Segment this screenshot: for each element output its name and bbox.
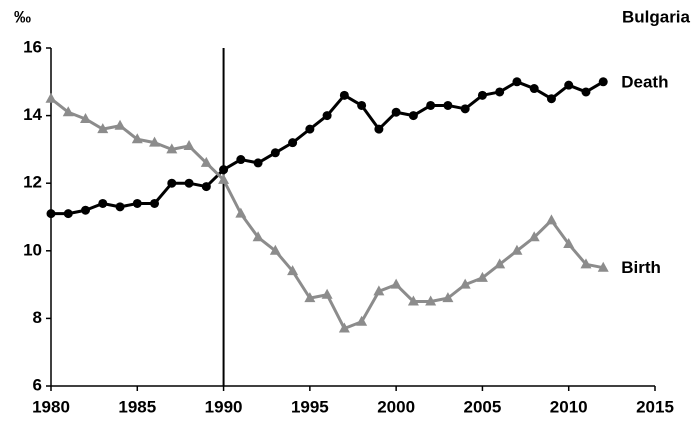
x-tick-label: 1985 xyxy=(118,397,156,416)
data-point xyxy=(581,87,591,97)
data-point xyxy=(235,207,247,218)
data-point xyxy=(338,322,350,333)
data-point xyxy=(200,156,212,167)
data-point xyxy=(46,209,56,219)
data-point xyxy=(184,178,194,188)
data-point xyxy=(288,138,298,148)
data-point xyxy=(321,288,333,299)
data-point xyxy=(425,295,437,306)
data-point xyxy=(477,90,487,100)
data-point xyxy=(580,258,592,269)
x-tick-label: 1980 xyxy=(32,397,70,416)
x-tick-label: 2010 xyxy=(550,397,588,416)
data-point xyxy=(511,244,523,255)
data-point xyxy=(62,106,74,117)
x-tick-label: 1990 xyxy=(205,397,243,416)
data-point xyxy=(495,87,505,97)
data-point xyxy=(529,84,539,94)
data-point xyxy=(564,80,574,90)
data-point xyxy=(80,112,92,123)
data-point xyxy=(545,214,557,225)
data-point xyxy=(149,136,161,147)
data-point xyxy=(443,100,453,110)
data-point xyxy=(563,238,575,249)
series-label: Death xyxy=(621,72,668,91)
data-point xyxy=(597,261,609,272)
data-point xyxy=(494,258,506,269)
data-point xyxy=(63,209,73,219)
data-point xyxy=(132,198,142,208)
x-tick-label: 2015 xyxy=(636,397,674,416)
data-point xyxy=(287,265,299,276)
y-tick-label: 12 xyxy=(23,173,42,192)
data-point xyxy=(442,292,454,303)
y-tick-label: 8 xyxy=(33,308,42,327)
data-point xyxy=(166,143,178,154)
data-point xyxy=(45,92,57,103)
data-point xyxy=(356,315,368,326)
data-point xyxy=(305,124,315,134)
data-point xyxy=(201,182,211,192)
data-point xyxy=(460,104,470,114)
data-point xyxy=(408,111,418,121)
data-point xyxy=(546,94,556,104)
x-tick-label: 2005 xyxy=(464,397,502,416)
data-point xyxy=(183,140,195,151)
data-point xyxy=(390,278,402,289)
data-point xyxy=(218,173,230,184)
data-point xyxy=(459,278,471,289)
data-point xyxy=(407,295,419,306)
data-point xyxy=(512,77,522,87)
y-tick-label: 14 xyxy=(23,105,42,124)
x-tick-label: 1995 xyxy=(291,397,329,416)
y-tick-label: 6 xyxy=(33,375,42,394)
y-axis-label: ‰ xyxy=(14,7,31,26)
data-point xyxy=(528,231,540,242)
data-point xyxy=(391,107,401,117)
x-tick-label: 2000 xyxy=(377,397,415,416)
data-point xyxy=(339,90,349,100)
data-point xyxy=(426,100,436,110)
data-point xyxy=(167,178,177,188)
data-point xyxy=(374,124,384,134)
data-point xyxy=(97,123,109,134)
data-point xyxy=(131,133,143,144)
data-point xyxy=(253,158,263,168)
data-point xyxy=(236,155,246,165)
data-point xyxy=(98,198,108,208)
data-point xyxy=(81,205,91,215)
data-point xyxy=(150,198,160,208)
data-point xyxy=(114,119,126,130)
data-point xyxy=(219,165,229,175)
data-point xyxy=(115,202,125,212)
data-point xyxy=(270,148,280,158)
chart-title: Bulgaria xyxy=(622,7,691,26)
data-point xyxy=(304,292,316,303)
data-point xyxy=(476,271,488,282)
data-point xyxy=(598,77,608,87)
data-point xyxy=(269,244,281,255)
data-point xyxy=(322,111,332,121)
data-point xyxy=(373,285,385,296)
y-tick-label: 10 xyxy=(23,240,42,259)
data-point xyxy=(252,231,264,242)
data-point xyxy=(357,100,367,110)
y-tick-label: 16 xyxy=(23,37,42,56)
series-label: Birth xyxy=(621,258,661,277)
series-line xyxy=(51,80,604,216)
